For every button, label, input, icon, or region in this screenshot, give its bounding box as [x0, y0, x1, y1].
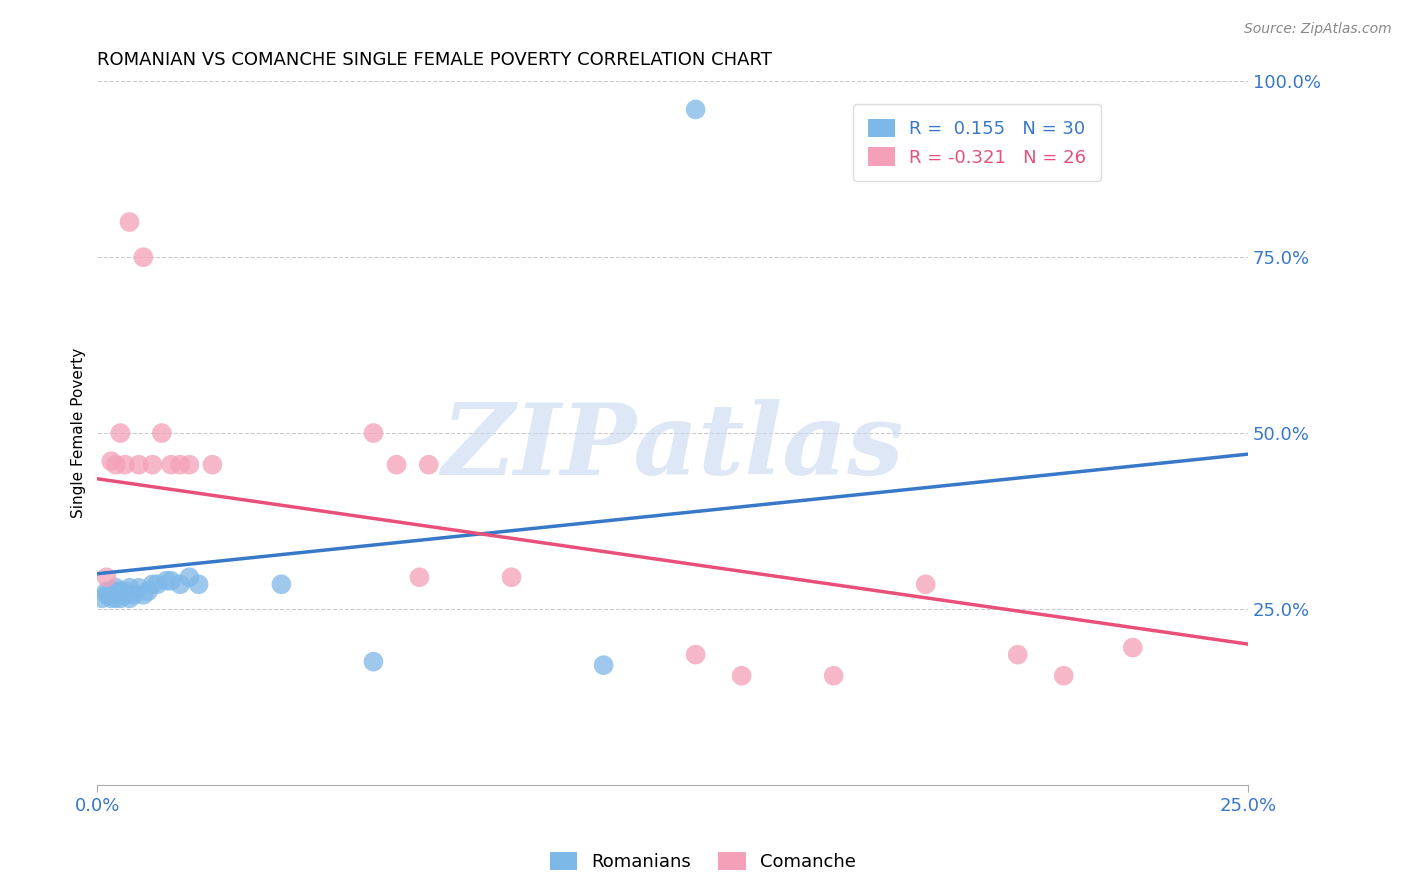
Point [146, 577, 169, 591]
Point [201, 458, 224, 472]
Point [187, 577, 209, 591]
Y-axis label: Single Female Poverty: Single Female Poverty [72, 348, 86, 518]
Point [104, 581, 127, 595]
Point [110, 584, 132, 599]
Point [122, 588, 145, 602]
Legend: Romanians, Comanche: Romanians, Comanche [543, 845, 863, 879]
Text: ROMANIAN VS COMANCHE SINGLE FEMALE POVERTY CORRELATION CHART: ROMANIAN VS COMANCHE SINGLE FEMALE POVER… [97, 51, 772, 69]
Point [96, 588, 118, 602]
Point [110, 591, 132, 606]
Point [128, 458, 150, 472]
Point [96, 570, 118, 584]
Point [501, 570, 523, 584]
Text: ZIPatlas: ZIPatlas [441, 399, 904, 495]
Point [100, 588, 122, 602]
Point [100, 584, 122, 599]
Text: Source: ZipAtlas.com: Source: ZipAtlas.com [1244, 22, 1392, 37]
Point [104, 591, 127, 606]
Point [104, 584, 127, 599]
Point [823, 669, 845, 683]
Point [160, 574, 183, 588]
Point [408, 570, 430, 584]
Point [685, 648, 707, 662]
Point [160, 458, 183, 472]
Point [1122, 640, 1144, 655]
Point [592, 658, 614, 673]
Point [132, 588, 155, 602]
Point [270, 577, 292, 591]
Point [363, 425, 385, 440]
Point [118, 591, 141, 606]
Point [914, 577, 936, 591]
Point [100, 591, 122, 606]
Point [142, 577, 165, 591]
Point [1007, 648, 1029, 662]
Point [100, 454, 122, 468]
Point [114, 458, 136, 472]
Point [110, 425, 132, 440]
Point [136, 584, 159, 599]
Point [1053, 669, 1076, 683]
Point [118, 215, 141, 229]
Point [418, 458, 440, 472]
Point [179, 570, 201, 584]
Point [114, 584, 136, 599]
Point [114, 588, 136, 602]
Point [385, 458, 408, 472]
Point [96, 584, 118, 599]
Point [118, 581, 141, 595]
Point [155, 574, 177, 588]
Point [104, 458, 127, 472]
Point [363, 655, 385, 669]
Point [169, 458, 191, 472]
Point [128, 581, 150, 595]
Point [179, 458, 201, 472]
Point [685, 103, 707, 117]
Point [132, 250, 155, 264]
Point [142, 458, 165, 472]
Point [730, 669, 752, 683]
Point [150, 425, 173, 440]
Legend: R =  0.155   N = 30, R = -0.321   N = 26: R = 0.155 N = 30, R = -0.321 N = 26 [853, 104, 1101, 181]
Point [91, 591, 114, 606]
Point [169, 577, 191, 591]
